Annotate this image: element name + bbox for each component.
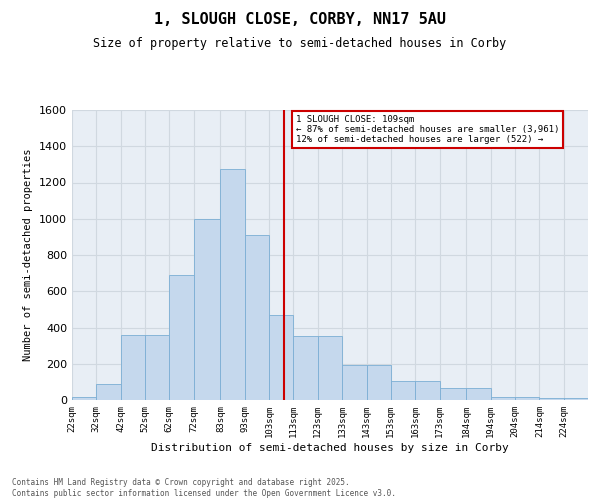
Bar <box>515 398 539 400</box>
Bar <box>318 336 342 400</box>
Bar <box>97 384 121 400</box>
Text: Size of property relative to semi-detached houses in Corby: Size of property relative to semi-detach… <box>94 38 506 51</box>
Bar <box>539 398 563 400</box>
Bar <box>245 235 269 400</box>
Bar <box>293 336 318 400</box>
Bar <box>440 388 466 400</box>
Bar <box>145 335 169 400</box>
Bar <box>169 275 194 400</box>
Bar <box>563 398 588 400</box>
Text: 1, SLOUGH CLOSE, CORBY, NN17 5AU: 1, SLOUGH CLOSE, CORBY, NN17 5AU <box>154 12 446 28</box>
Bar <box>466 388 491 400</box>
Text: Contains HM Land Registry data © Crown copyright and database right 2025.
Contai: Contains HM Land Registry data © Crown c… <box>12 478 396 498</box>
Bar <box>415 381 440 400</box>
Bar <box>269 315 293 400</box>
Y-axis label: Number of semi-detached properties: Number of semi-detached properties <box>23 149 34 361</box>
Text: 1 SLOUGH CLOSE: 109sqm
← 87% of semi-detached houses are smaller (3,961)
12% of : 1 SLOUGH CLOSE: 109sqm ← 87% of semi-det… <box>296 114 559 144</box>
Bar <box>391 381 415 400</box>
X-axis label: Distribution of semi-detached houses by size in Corby: Distribution of semi-detached houses by … <box>151 442 509 452</box>
Bar <box>194 219 220 400</box>
Bar <box>491 398 515 400</box>
Bar <box>342 364 367 400</box>
Bar <box>367 364 391 400</box>
Bar <box>72 398 97 400</box>
Bar <box>121 335 145 400</box>
Bar <box>220 169 245 400</box>
